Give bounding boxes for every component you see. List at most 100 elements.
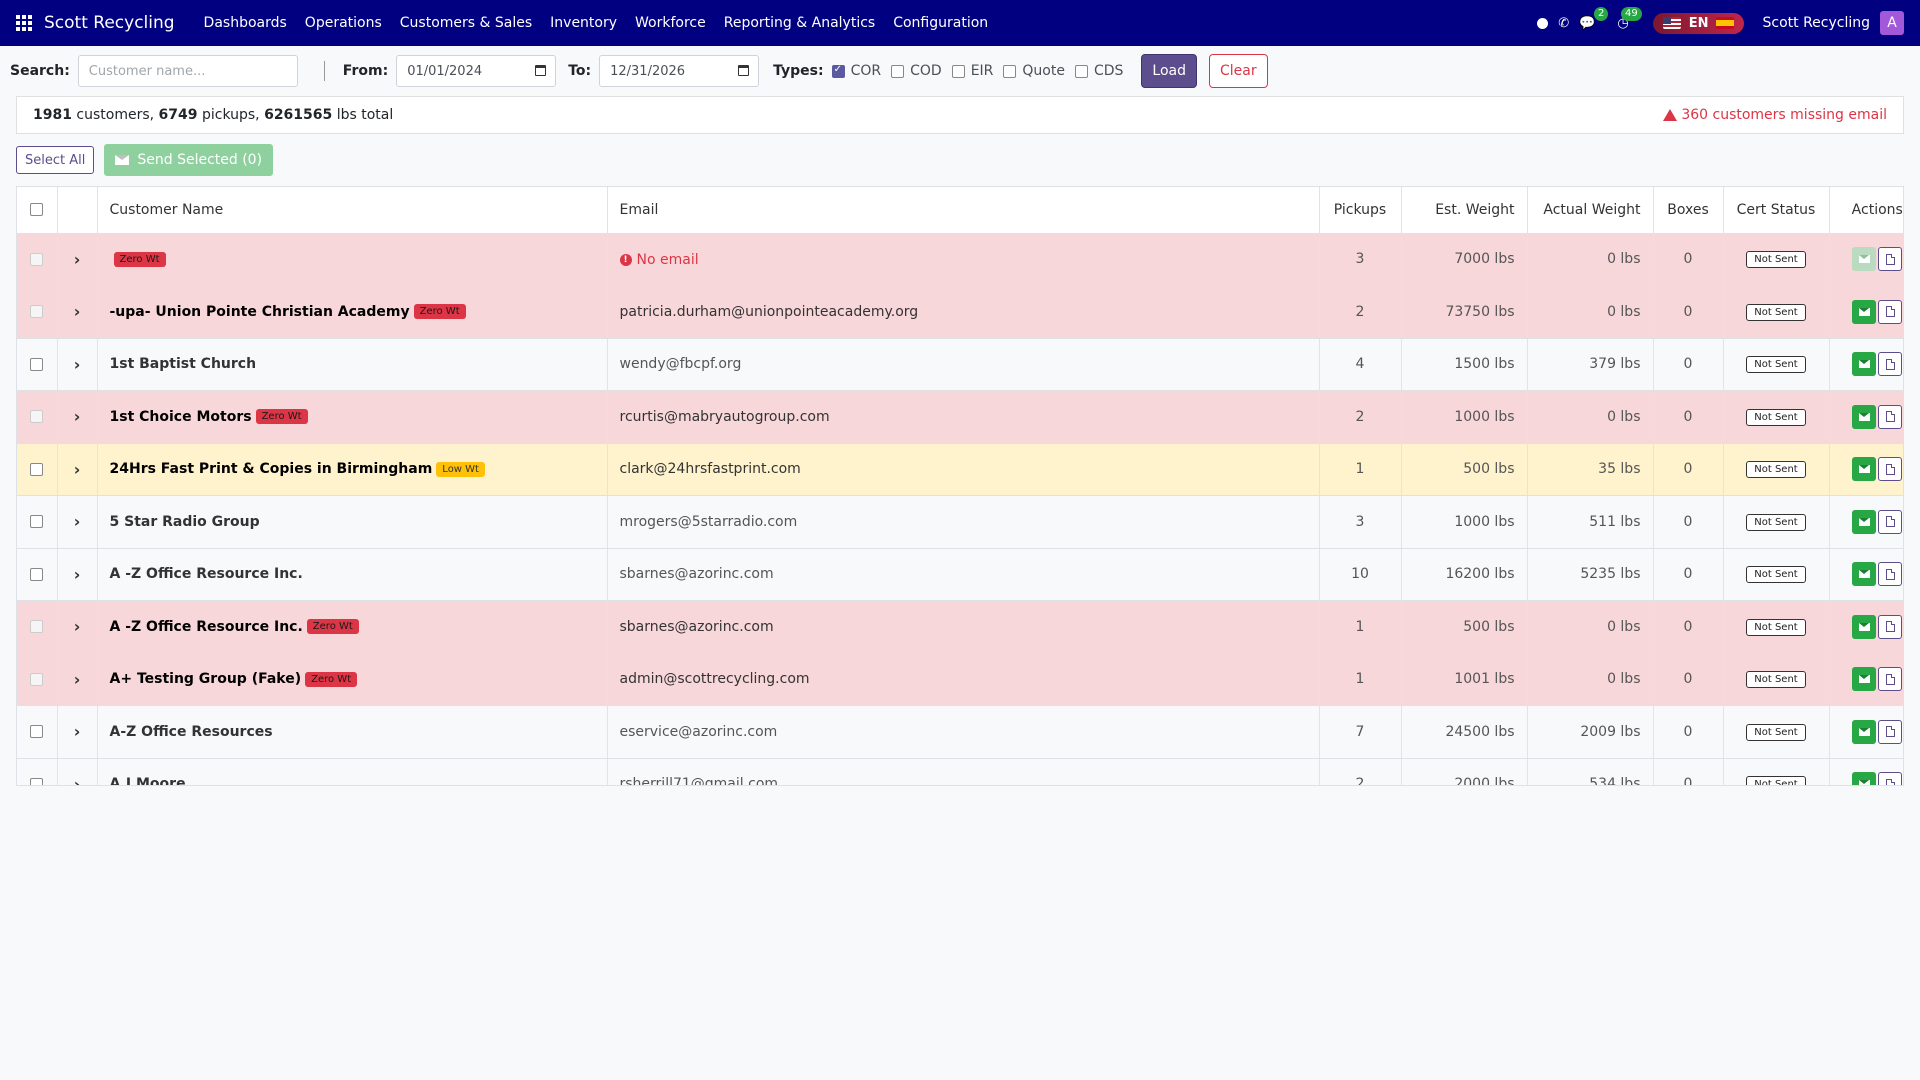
menu-reporting-analytics[interactable]: Reporting & Analytics (723, 15, 876, 31)
header-email[interactable]: Email (607, 187, 1320, 234)
row-checkbox[interactable] (30, 725, 44, 739)
customer-name[interactable]: A+ Testing Group (Fake) (109, 671, 302, 688)
header-boxes[interactable]: Boxes (1653, 187, 1724, 234)
header-customer-name[interactable]: Customer Name (97, 187, 608, 234)
customer-name[interactable]: 5 Star Radio Group (109, 513, 260, 530)
send-email-button[interactable] (1852, 562, 1877, 587)
table-row[interactable]: › 1st Baptist Church wendy@fbcpf.org 4 1500 … (17, 338, 1903, 391)
send-email-button[interactable] (1852, 509, 1877, 534)
status-dot-icon[interactable] (1537, 17, 1549, 29)
type-option-quote[interactable]: Quote (1003, 63, 1065, 79)
table-row[interactable]: › A.J Moore rsherrill71@gmail.com 2 2000 lbs… (17, 758, 1903, 786)
row-checkbox[interactable] (30, 567, 44, 581)
user-avatar[interactable]: A (1880, 11, 1904, 35)
chevron-right-icon[interactable]: › (73, 354, 81, 374)
chat-icon[interactable]: 💬 2 (1579, 6, 1609, 31)
send-email-button[interactable] (1852, 299, 1877, 324)
row-checkbox[interactable] (30, 357, 44, 371)
view-pdf-button[interactable] (1878, 509, 1903, 534)
customer-name[interactable]: 24Hrs Fast Print & Copies in Birmingham (109, 461, 433, 478)
calendar-icon[interactable] (535, 65, 547, 76)
view-pdf-button[interactable] (1878, 352, 1903, 377)
header-actual-weight[interactable]: Actual Weight (1527, 187, 1654, 234)
chevron-right-icon[interactable]: › (73, 564, 81, 584)
table-row[interactable]: › A -Z Office Resource Inc. Zero Wt sbarnes… (17, 600, 1903, 654)
view-pdf-button[interactable] (1878, 457, 1903, 482)
table-row[interactable]: › A-Z Office Resources eservice@azorinc.co… (17, 705, 1903, 759)
customer-name[interactable]: A.J Moore (109, 776, 186, 786)
table-row[interactable]: › A+ Testing Group (Fake) Zero Wt admin@sco… (17, 653, 1903, 706)
customer-name[interactable]: A -Z Office Resource Inc. (109, 566, 303, 583)
view-pdf-button[interactable] (1878, 299, 1903, 324)
menu-configuration[interactable]: Configuration (893, 15, 989, 31)
type-checkbox-quote[interactable] (1003, 64, 1017, 78)
chevron-right-icon[interactable]: › (73, 249, 81, 269)
table-row[interactable]: › 1st Choice Motors Zero Wt rcurtis@mabryau… (17, 390, 1903, 444)
row-checkbox[interactable] (30, 305, 44, 319)
view-pdf-button[interactable] (1878, 404, 1903, 429)
company-name[interactable]: Scott Recycling (1762, 15, 1870, 31)
customers-table-wrapper[interactable]: Customer Name Email Pickups Est. Weight … (16, 186, 1904, 786)
load-button[interactable]: Load (1141, 54, 1197, 88)
chevron-right-icon[interactable]: › (73, 774, 81, 786)
select-all-checkbox[interactable] (30, 203, 44, 217)
menu-dashboards[interactable]: Dashboards (203, 15, 287, 31)
type-option-cds[interactable]: CDS (1074, 63, 1123, 79)
view-pdf-button[interactable] (1878, 562, 1903, 587)
table-row[interactable]: › Zero Wt! No email 3 7000 lbs 0 lbs 0 Not Sent (17, 233, 1903, 286)
row-checkbox[interactable] (30, 252, 44, 266)
type-checkbox-cor[interactable] (831, 64, 845, 78)
chevron-right-icon[interactable]: › (73, 512, 81, 532)
type-option-cod[interactable]: COD (891, 63, 942, 79)
header-est-weight[interactable]: Est. Weight (1401, 187, 1528, 234)
chevron-right-icon[interactable]: › (73, 669, 81, 689)
from-date-input[interactable]: 01/01/2024 (396, 55, 557, 87)
to-date-input[interactable]: 12/31/2026 (599, 55, 760, 87)
chevron-right-icon[interactable]: › (73, 302, 81, 322)
type-option-cor[interactable]: COR (831, 63, 881, 79)
header-pickups[interactable]: Pickups (1319, 187, 1402, 234)
chevron-right-icon[interactable]: › (73, 459, 81, 479)
activity-clock-icon[interactable]: ◷ 49 (1617, 6, 1642, 31)
type-option-eir[interactable]: EIR (951, 63, 993, 79)
row-checkbox[interactable] (30, 672, 44, 686)
view-pdf-button[interactable] (1878, 247, 1903, 272)
clear-button[interactable]: Clear (1209, 54, 1268, 88)
type-checkbox-cds[interactable] (1074, 64, 1088, 78)
header-cert-status[interactable]: Cert Status (1723, 187, 1830, 234)
customer-name[interactable]: 1st Baptist Church (109, 356, 257, 373)
chevron-right-icon[interactable]: › (73, 617, 81, 637)
customer-name[interactable]: -upa- Union Pointe Christian Academy (109, 303, 410, 320)
row-checkbox[interactable] (30, 777, 44, 785)
menu-customers-sales[interactable]: Customers & Sales (399, 15, 533, 31)
type-checkbox-eir[interactable] (951, 64, 965, 78)
send-email-button[interactable] (1852, 614, 1877, 639)
send-email-button[interactable] (1852, 719, 1877, 744)
menu-workforce[interactable]: Workforce (635, 15, 706, 31)
phone-icon[interactable]: ✆ (1558, 15, 1570, 31)
row-checkbox[interactable] (30, 462, 44, 476)
app-brand[interactable]: Scott Recycling (44, 13, 175, 33)
chevron-right-icon[interactable]: › (73, 722, 81, 742)
apps-grid-icon[interactable] (16, 15, 32, 31)
chevron-right-icon[interactable]: › (73, 407, 81, 427)
view-pdf-button[interactable] (1878, 614, 1903, 639)
send-email-button[interactable] (1852, 457, 1877, 482)
send-selected-button[interactable]: Send Selected (0) (104, 144, 274, 176)
row-checkbox[interactable] (30, 515, 44, 529)
send-email-button[interactable] (1852, 352, 1877, 377)
customer-name[interactable]: 1st Choice Motors (109, 408, 252, 425)
table-row[interactable]: › 24Hrs Fast Print & Copies in Birmingham… (17, 443, 1903, 496)
row-checkbox[interactable] (30, 620, 44, 634)
customer-name[interactable]: A-Z Office Resources (109, 723, 273, 740)
view-pdf-button[interactable] (1878, 667, 1903, 692)
row-checkbox[interactable] (30, 410, 44, 424)
customer-name[interactable]: A -Z Office Resource Inc. (109, 618, 303, 635)
view-pdf-button[interactable] (1878, 772, 1903, 785)
table-row[interactable]: › 5 Star Radio Group mrogers@5starradio.co… (17, 495, 1903, 549)
calendar-icon[interactable] (738, 65, 750, 76)
send-email-button[interactable] (1852, 404, 1877, 429)
menu-inventory[interactable]: Inventory (550, 15, 618, 31)
table-row[interactable]: › A -Z Office Resource Inc. sbarnes@azorin… (17, 548, 1903, 601)
select-all-button[interactable]: Select All (16, 146, 95, 174)
